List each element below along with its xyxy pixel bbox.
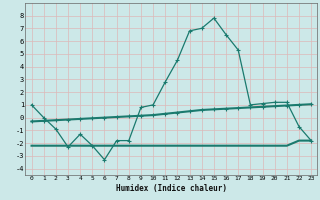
X-axis label: Humidex (Indice chaleur): Humidex (Indice chaleur) (116, 184, 227, 193)
